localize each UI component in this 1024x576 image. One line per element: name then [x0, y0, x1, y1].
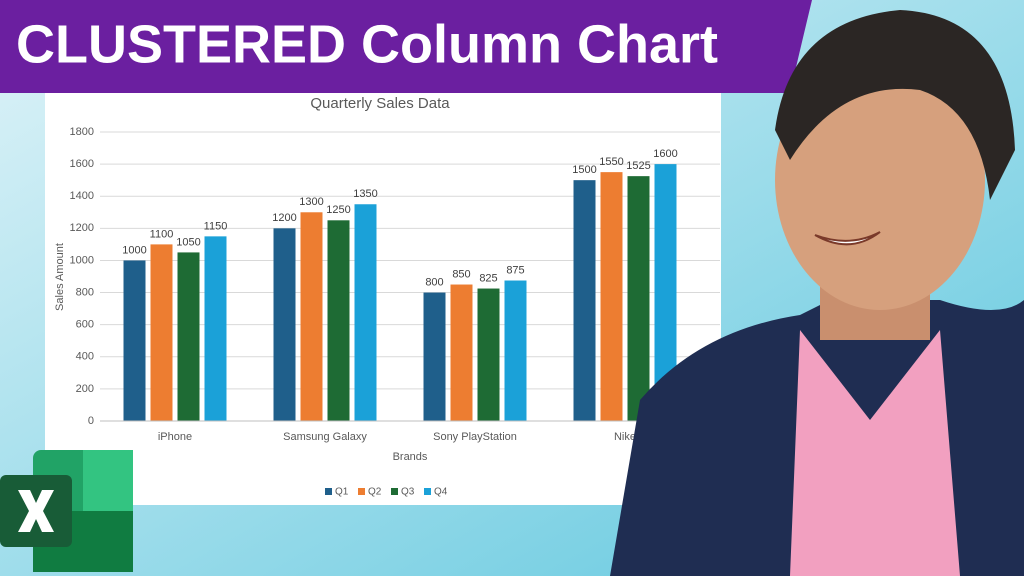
- data-label: 1050: [176, 236, 200, 248]
- chart: Quarterly Sales Data Sales Amount Brands…: [54, 95, 720, 498]
- x-tick-label: Samsung Galaxy: [283, 431, 367, 443]
- data-label: 1500: [572, 164, 596, 176]
- bar: [423, 292, 446, 421]
- excel-logo: [0, 450, 133, 572]
- y-axis-title: Sales Amount: [54, 243, 66, 311]
- person: [610, 10, 1024, 576]
- data-label: 1250: [326, 204, 350, 216]
- data-label: 1550: [599, 156, 623, 168]
- data-label: 1000: [122, 244, 146, 256]
- bar: [654, 164, 677, 421]
- y-tick-label: 1400: [70, 190, 94, 202]
- y-tick-label: 0: [88, 415, 94, 427]
- legend-swatch: [424, 488, 431, 495]
- bar: [573, 180, 596, 421]
- data-label: 875: [506, 264, 524, 276]
- chart-title: Quarterly Sales Data: [310, 95, 450, 112]
- banner: [0, 0, 812, 93]
- bar: [177, 252, 200, 421]
- x-tick-label: iPhone: [158, 431, 192, 443]
- banner-title: CLUSTERED Column Chart: [16, 14, 718, 74]
- data-label: 1350: [353, 188, 377, 200]
- y-tick-label: 400: [76, 351, 94, 363]
- bar: [600, 172, 623, 421]
- bar: [273, 228, 296, 421]
- data-label: 1300: [299, 196, 323, 208]
- legend-swatch: [391, 488, 398, 495]
- bar: [504, 280, 527, 421]
- data-label: 1200: [272, 212, 296, 224]
- legend-label: Q2: [368, 487, 382, 498]
- bar: [327, 220, 350, 421]
- y-tick-label: 1200: [70, 222, 94, 234]
- data-label: 850: [452, 268, 470, 280]
- y-tick-label: 600: [76, 319, 94, 331]
- data-label: 1525: [626, 160, 650, 172]
- y-tick-label: 1000: [70, 254, 94, 266]
- bar: [150, 244, 173, 421]
- data-label: 1600: [653, 148, 677, 160]
- data-label: 825: [479, 272, 497, 284]
- y-tick-label: 1800: [70, 126, 94, 138]
- y-tick-label: 1600: [70, 158, 94, 170]
- bar: [627, 176, 650, 421]
- legend-label: Q3: [401, 487, 415, 498]
- bar: [450, 284, 473, 421]
- bar: [354, 204, 377, 421]
- bar: [123, 260, 146, 421]
- legend-swatch: [358, 488, 365, 495]
- bar: [204, 236, 227, 421]
- y-tick-label: 200: [76, 383, 94, 395]
- bar: [300, 212, 323, 421]
- y-tick-label: 800: [76, 286, 94, 298]
- x-tick-label: Sony PlayStation: [433, 431, 517, 443]
- data-label: 1150: [204, 220, 228, 232]
- bar: [477, 288, 500, 421]
- legend-swatch: [325, 488, 332, 495]
- x-tick-label: Nike: [614, 431, 636, 443]
- x-axis-title: Brands: [393, 451, 428, 463]
- data-label: 1100: [150, 228, 174, 240]
- legend-label: Q1: [335, 487, 349, 498]
- data-label: 800: [425, 276, 443, 288]
- legend-label: Q4: [434, 487, 448, 498]
